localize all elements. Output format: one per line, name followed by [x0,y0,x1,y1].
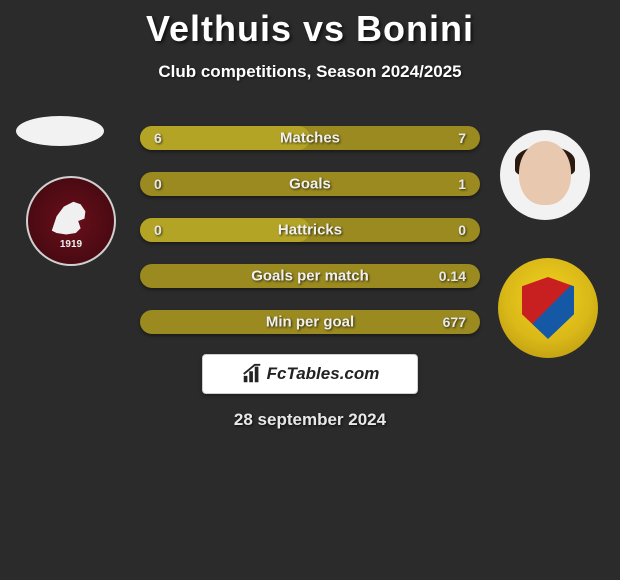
stat-label: Goals [289,176,331,193]
player-left-avatar [16,116,104,146]
bar-chart-icon [241,363,263,385]
stat-row-matches: 6 Matches 7 [140,126,480,150]
stat-left-value: 0 [154,176,162,192]
stat-row-min-per-goal: Min per goal 677 [140,310,480,334]
stat-label: Matches [280,130,340,147]
stat-label: Hattricks [278,222,342,239]
stat-left-value: 0 [154,222,162,238]
stat-row-goals: 0 Goals 1 [140,172,480,196]
comparison-date: 28 september 2024 [234,410,386,430]
stats-container: 6 Matches 7 0 Goals 1 0 Hattricks 0 Goal… [140,126,480,356]
stat-right-value: 0 [458,222,466,238]
brand-text: FcTables.com [267,364,380,384]
stat-right-value: 0.14 [439,268,466,284]
player-right-avatar [500,130,590,220]
stat-row-goals-per-match: Goals per match 0.14 [140,264,480,288]
avatar-face [519,141,571,205]
stat-row-hattricks: 0 Hattricks 0 [140,218,480,242]
club-left-year: 1919 [60,239,82,250]
club-right-shield-icon [522,277,574,339]
club-right-badge [498,258,598,358]
comparison-title: Velthuis vs Bonini [0,0,620,50]
brand-attribution: FcTables.com [202,354,418,394]
stat-label: Goals per match [251,268,369,285]
stat-label: Min per goal [266,314,354,331]
club-left-emblem-icon [47,197,95,245]
club-left-badge: 1919 [26,176,116,266]
stat-right-value: 677 [443,314,466,330]
stat-left-value: 6 [154,130,162,146]
stat-right-value: 1 [458,176,466,192]
comparison-subtitle: Club competitions, Season 2024/2025 [0,62,620,82]
stat-right-value: 7 [458,130,466,146]
